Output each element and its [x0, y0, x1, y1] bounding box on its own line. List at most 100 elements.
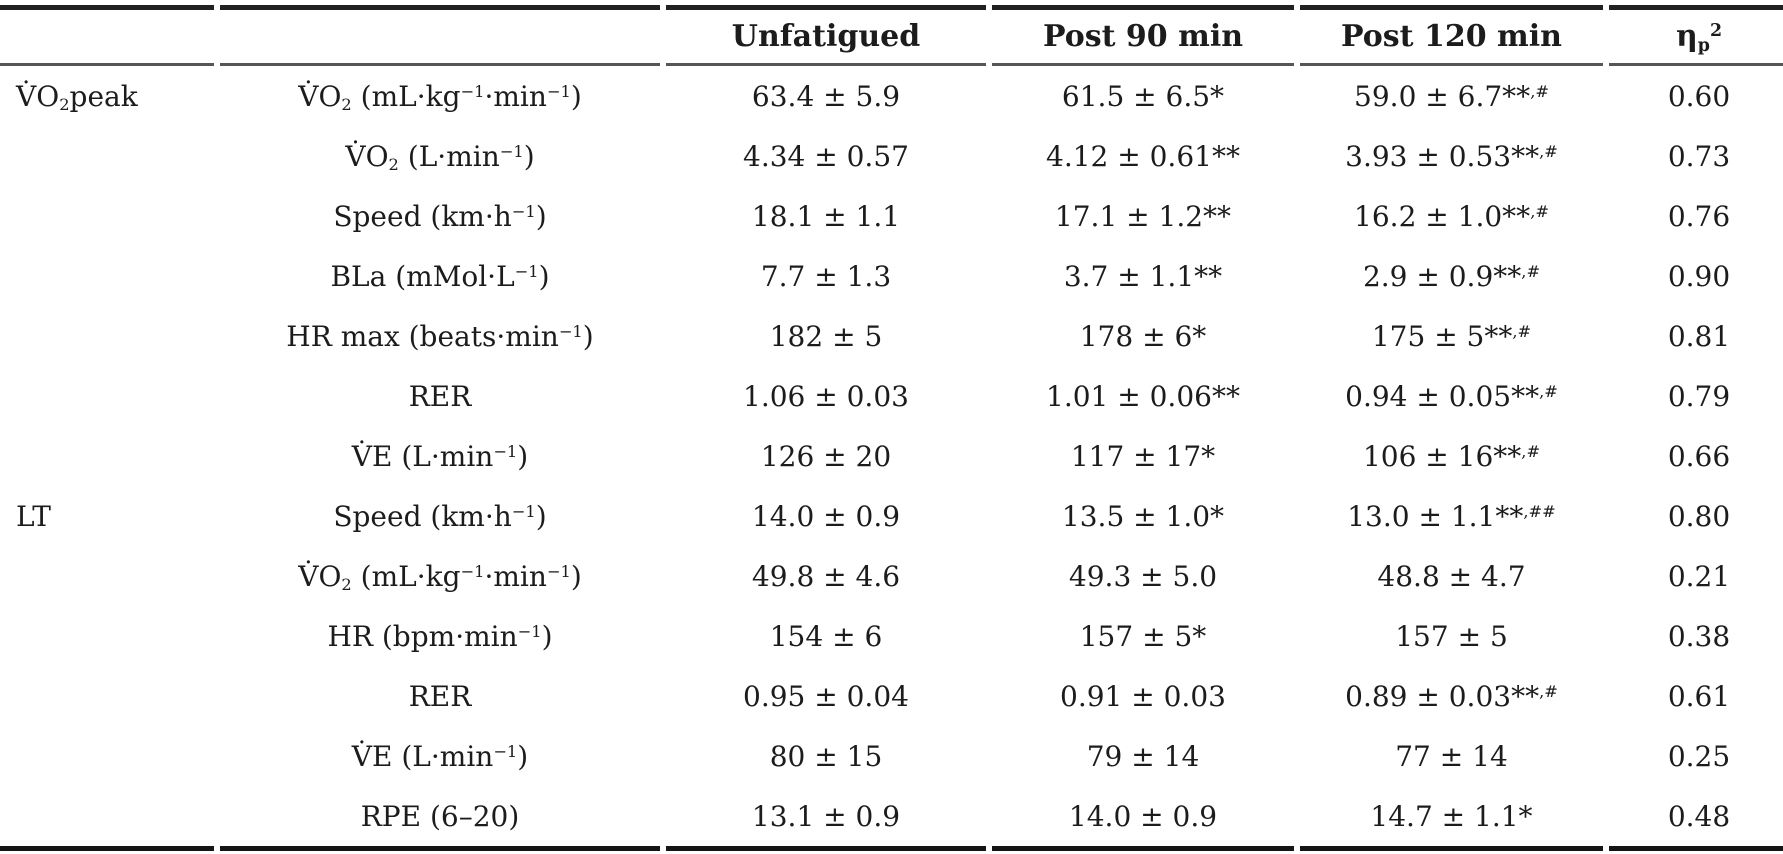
- table-row: V̇E (L·min−1) 126 ± 20 117 ± 17* 106 ± 16**…: [0, 426, 1783, 486]
- table-row: RER 0.95 ± 0.04 0.91 ± 0.03 0.89 ± 0.03**,#…: [0, 666, 1783, 726]
- table-row: HR (bpm·min−1) 154 ± 6 157 ± 5* 157 ± 5 0.38: [0, 606, 1783, 666]
- cell-post90: 17.1 ± 1.2**: [1054, 199, 1232, 233]
- cell-unfatigued: 18.1 ± 1.1: [751, 199, 901, 233]
- cell-param: V̇O2 (mL·kg−1·min−1): [298, 79, 582, 115]
- cell-post90: 3.7 ± 1.1**: [1063, 259, 1223, 293]
- table-row: BLa (mMol·L−1) 7.7 ± 1.3 3.7 ± 1.1** 2.9 ± …: [0, 246, 1783, 306]
- header-row: Unfatigued Post 90 min Post 120 min ηp2: [0, 5, 1783, 66]
- cell-eta: 0.80: [1667, 499, 1731, 533]
- table-row: Speed (km·h−1) 18.1 ± 1.1 17.1 ± 1.2** 16.2…: [0, 186, 1783, 246]
- cell-group: [0, 246, 214, 306]
- cell-unfatigued: 13.1 ± 0.9: [666, 786, 986, 851]
- cell-param: HR max (beats·min−1): [286, 319, 594, 353]
- cell-param: RER: [408, 379, 472, 413]
- cell-post90: 178 ± 6*: [1079, 319, 1207, 353]
- cell-eta: 0.61: [1667, 679, 1731, 713]
- cell-unfatigued: 80 ± 15: [769, 739, 883, 773]
- table-row: LT Speed (km·h−1) 14.0 ± 0.9 13.5 ± 1.0* 13.…: [0, 486, 1783, 546]
- table-row: RPE (6–20) 13.1 ± 0.9 14.0 ± 0.9 14.7 ± 1.1…: [0, 786, 1783, 851]
- cell-group: [0, 126, 214, 186]
- cell-param: RPE (6–20): [220, 786, 660, 851]
- cell-post120: 14.7 ± 1.1*: [1300, 786, 1603, 851]
- cell-param: V̇O2 (L·min−1): [345, 139, 535, 175]
- cell-eta: 0.90: [1667, 259, 1731, 293]
- col-header-group: [0, 5, 214, 66]
- cell-param: HR (bpm·min−1): [327, 619, 553, 653]
- cell-eta: 0.60: [1667, 79, 1731, 113]
- cell-unfatigued: 4.34 ± 0.57: [743, 139, 909, 173]
- cell-eta: 0.76: [1667, 199, 1731, 233]
- cell-group: [0, 186, 214, 246]
- cell-group: [0, 786, 214, 851]
- cell-param: RER: [408, 679, 472, 713]
- cell-param: V̇E (L·min−1): [351, 739, 529, 773]
- col-header-post120: Post 120 min: [1300, 5, 1603, 66]
- cell-group: V̇O2peak: [16, 79, 138, 115]
- cell-post90: 61.5 ± 6.5*: [1061, 79, 1225, 113]
- cell-param: V̇O2 (mL·kg−1·min−1): [298, 559, 582, 595]
- table-row: V̇O2 (L·min−1) 4.34 ± 0.57 4.12 ± 0.61** 3.…: [0, 126, 1783, 186]
- cell-post90: 0.91 ± 0.03: [1060, 679, 1226, 713]
- cell-eta: 0.66: [1667, 439, 1731, 473]
- cell-param: Speed (km·h−1): [333, 199, 547, 233]
- table-row: V̇O2peak V̇O2 (mL·kg−1·min−1) 63.4 ± 5.9 61…: [0, 66, 1783, 126]
- cell-post120: 48.8 ± 4.7: [1377, 559, 1526, 593]
- cell-unfatigued: 126 ± 20: [760, 439, 892, 473]
- cell-post120: 175 ± 5**,#: [1371, 319, 1532, 353]
- cell-post90: 1.01 ± 0.06**: [1046, 379, 1240, 413]
- cell-post90: 49.3 ± 5.0: [1068, 559, 1218, 593]
- cell-param: Speed (km·h−1): [333, 499, 547, 533]
- cell-unfatigued: 182 ± 5: [769, 319, 883, 353]
- cell-post120: 106 ± 16**,#: [1362, 439, 1541, 473]
- cell-eta: 0.38: [1667, 619, 1731, 653]
- cell-post120: 157 ± 5: [1395, 619, 1508, 653]
- cell-group: [0, 726, 214, 786]
- cell-post120: 13.0 ± 1.1**,##: [1347, 499, 1556, 533]
- cell-param: BLa (mMol·L−1): [330, 259, 550, 293]
- table-row: V̇O2 (mL·kg−1·min−1) 49.8 ± 4.6 49.3 ± 5.0…: [0, 546, 1783, 606]
- cell-unfatigued: 1.06 ± 0.03: [743, 379, 909, 413]
- cell-eta: 0.25: [1667, 739, 1731, 773]
- cell-eta: 0.21: [1667, 559, 1731, 593]
- cell-post120: 0.94 ± 0.05**,#: [1345, 379, 1558, 413]
- cell-group: [0, 366, 214, 426]
- table-row: V̇E (L·min−1) 80 ± 15 79 ± 14 77 ± 14 0.25: [0, 726, 1783, 786]
- cell-unfatigued: 7.7 ± 1.3: [760, 259, 892, 293]
- table-row: RER 1.06 ± 0.03 1.01 ± 0.06** 0.94 ± 0.05**…: [0, 366, 1783, 426]
- cell-post90: 79 ± 14: [1086, 739, 1200, 773]
- cell-eta: 0.79: [1667, 379, 1731, 413]
- cell-group: [0, 606, 214, 666]
- cell-post120: 77 ± 14: [1395, 739, 1508, 773]
- cell-post90: 157 ± 5*: [1079, 619, 1207, 653]
- cell-post120: 3.93 ± 0.53**,#: [1345, 139, 1558, 173]
- cell-group: LT: [16, 499, 51, 533]
- cell-eta: 0.81: [1667, 319, 1731, 353]
- cell-post120: 59.0 ± 6.7**,#: [1354, 79, 1549, 113]
- cell-unfatigued: 0.95 ± 0.04: [743, 679, 909, 713]
- results-table: Unfatigued Post 90 min Post 120 min ηp2 …: [0, 5, 1783, 851]
- cell-group: [0, 426, 214, 486]
- cell-group: [0, 306, 214, 366]
- cell-unfatigued: 154 ± 6: [769, 619, 883, 653]
- cell-post90: 4.12 ± 0.61**: [1046, 139, 1240, 173]
- col-header-param: [220, 5, 660, 66]
- cell-eta: 0.73: [1667, 139, 1731, 173]
- cell-unfatigued: 63.4 ± 5.9: [751, 79, 901, 113]
- table-row: HR max (beats·min−1) 182 ± 5 178 ± 6* 175 ±…: [0, 306, 1783, 366]
- cell-group: [0, 546, 214, 606]
- cell-post120: 0.89 ± 0.03**,#: [1345, 679, 1558, 713]
- col-header-post90: Post 90 min: [992, 5, 1294, 66]
- table-header: Unfatigued Post 90 min Post 120 min ηp2: [0, 5, 1783, 66]
- cell-post90: 117 ± 17*: [1070, 439, 1216, 473]
- cell-post90: 14.0 ± 0.9: [992, 786, 1294, 851]
- cell-post120: 2.9 ± 0.9**,#: [1362, 259, 1541, 293]
- cell-post120: 16.2 ± 1.0**,#: [1354, 199, 1549, 233]
- table-body: V̇O2peak V̇O2 (mL·kg−1·min−1) 63.4 ± 5.9 61…: [0, 66, 1783, 851]
- cell-eta: 0.48: [1609, 786, 1783, 851]
- cell-group: [0, 666, 214, 726]
- cell-unfatigued: 49.8 ± 4.6: [751, 559, 901, 593]
- col-header-unfatigued: Unfatigued: [666, 5, 986, 66]
- col-header-eta: ηp2: [1609, 5, 1783, 66]
- cell-unfatigued: 14.0 ± 0.9: [751, 499, 901, 533]
